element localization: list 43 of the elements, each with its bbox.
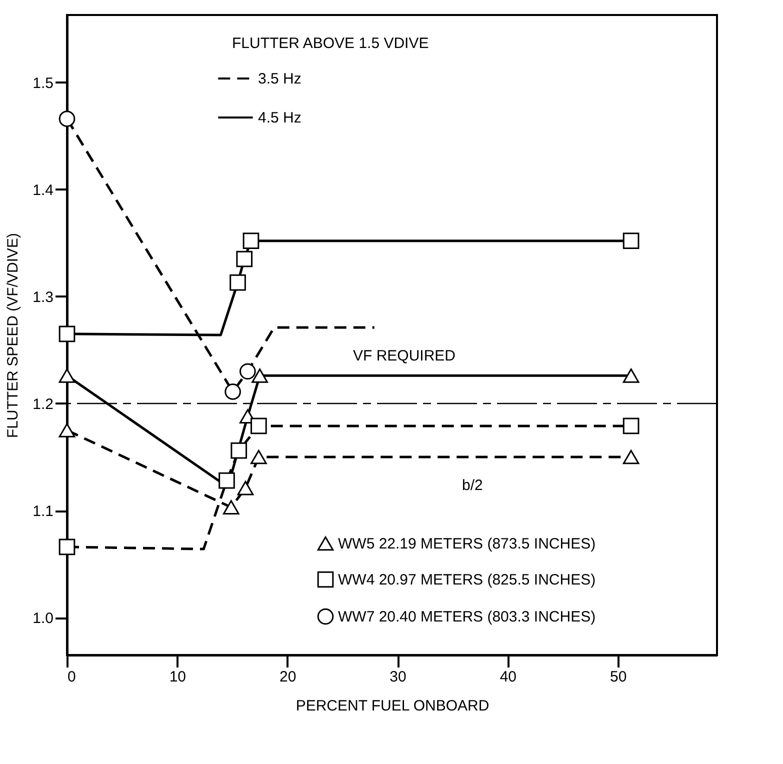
y-tick-label: 1.5 xyxy=(32,74,54,92)
x-axis-title: PERCENT FUEL ONBOARD xyxy=(296,698,490,714)
x-tick-label: 20 xyxy=(279,668,296,686)
y-tick-label: 1.1 xyxy=(32,503,54,520)
point xyxy=(58,110,76,127)
x-tick-label: 30 xyxy=(390,668,406,686)
point xyxy=(250,450,267,464)
y-tick-label: 1.2 xyxy=(32,396,54,413)
point xyxy=(237,480,254,496)
legend-label: WW4 20.97 METERS (825.5 INCHES) xyxy=(338,572,596,588)
legend-label: 3.5 Hz xyxy=(258,70,302,88)
y-tick-label: 1.3 xyxy=(32,288,54,306)
point xyxy=(58,423,76,438)
point xyxy=(240,363,256,380)
point xyxy=(622,418,640,434)
x-tick-label: 50 xyxy=(610,668,627,686)
point xyxy=(622,450,640,464)
point xyxy=(58,326,76,342)
point xyxy=(222,500,240,514)
legend-label: WW5 22.19 METERS (873.5 INCHES) xyxy=(338,536,596,552)
y-tick-label: 1.4 xyxy=(32,182,54,199)
point xyxy=(236,250,253,268)
ref-line-label: VF REQUIRED xyxy=(353,347,456,364)
point xyxy=(230,274,246,291)
point xyxy=(58,368,76,383)
x-tick-label: 0 xyxy=(68,668,76,686)
point xyxy=(242,232,260,249)
x-tick-label: 10 xyxy=(169,668,186,686)
point xyxy=(230,442,248,459)
point xyxy=(224,384,241,400)
point xyxy=(622,232,640,249)
y-tick-label: 1.0 xyxy=(32,610,54,628)
annotation: FLUTTER ABOVE 1.5 VDIVE xyxy=(232,35,429,52)
y-axis-title: FLUTTER SPEED (VF/VDIVE) xyxy=(4,232,22,438)
point xyxy=(58,538,76,556)
point xyxy=(622,368,640,383)
point xyxy=(218,472,235,489)
annotation: b/2 xyxy=(462,477,483,494)
point xyxy=(250,418,267,434)
legend-label: WW7 20.40 METERS (803.3 INCHES) xyxy=(338,608,596,626)
x-tick-label: 40 xyxy=(500,668,517,686)
legend-label: 4.5 Hz xyxy=(258,110,302,126)
point xyxy=(252,368,268,383)
